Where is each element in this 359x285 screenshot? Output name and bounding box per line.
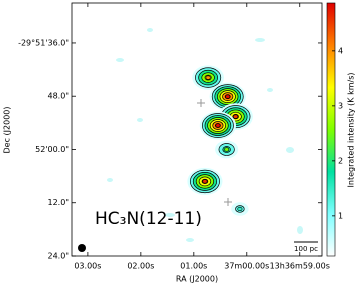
x-tick-label: 37m00.00s	[224, 262, 269, 271]
y-axis-label: Dec (J2000)	[3, 107, 12, 154]
colorbar-tick-label: 2	[338, 156, 343, 165]
beam	[78, 244, 86, 252]
colorbar-label: Integrated intensity (K km/s)	[347, 73, 356, 188]
x-tick-label: 03.00s	[74, 262, 101, 271]
plot-frame	[71, 2, 323, 257]
x-axis-label: RA (J2000)	[176, 275, 218, 284]
clump	[215, 140, 239, 159]
colorbar-tick-label: 4	[338, 46, 343, 55]
clump	[199, 111, 237, 140]
y-tick-label: -29°51'36.0"	[18, 38, 69, 47]
y-tick-label: 52'00.0"	[35, 145, 69, 154]
y-tick-label: 12.0"	[48, 198, 70, 207]
x-tick-label: 01.00s	[180, 262, 207, 271]
clump	[187, 167, 223, 195]
clump-peak	[202, 179, 208, 184]
clump-peak	[215, 123, 221, 128]
clump-peak	[205, 75, 211, 80]
clump	[192, 65, 224, 90]
annotation: HC₃N(12-11)	[95, 209, 202, 229]
x-tick-label: 02.00s	[127, 262, 154, 271]
colorbar-tick-label: 1	[338, 211, 343, 220]
clump-peak	[237, 206, 243, 212]
noise	[107, 28, 303, 242]
colorbar-tick-label: 3	[338, 101, 343, 110]
clump-peak	[224, 147, 230, 152]
y-tick-label: 48.0"	[48, 92, 70, 101]
scale-label: 100 pc	[294, 245, 318, 253]
clump-peak	[233, 114, 239, 119]
y-tick-label: 24.0"	[48, 252, 70, 261]
colorbar	[326, 2, 336, 257]
x-tick-label: 13h36m59.00s	[270, 262, 330, 271]
markers	[197, 99, 232, 206]
clump	[231, 202, 249, 216]
clump-peak	[225, 94, 231, 99]
